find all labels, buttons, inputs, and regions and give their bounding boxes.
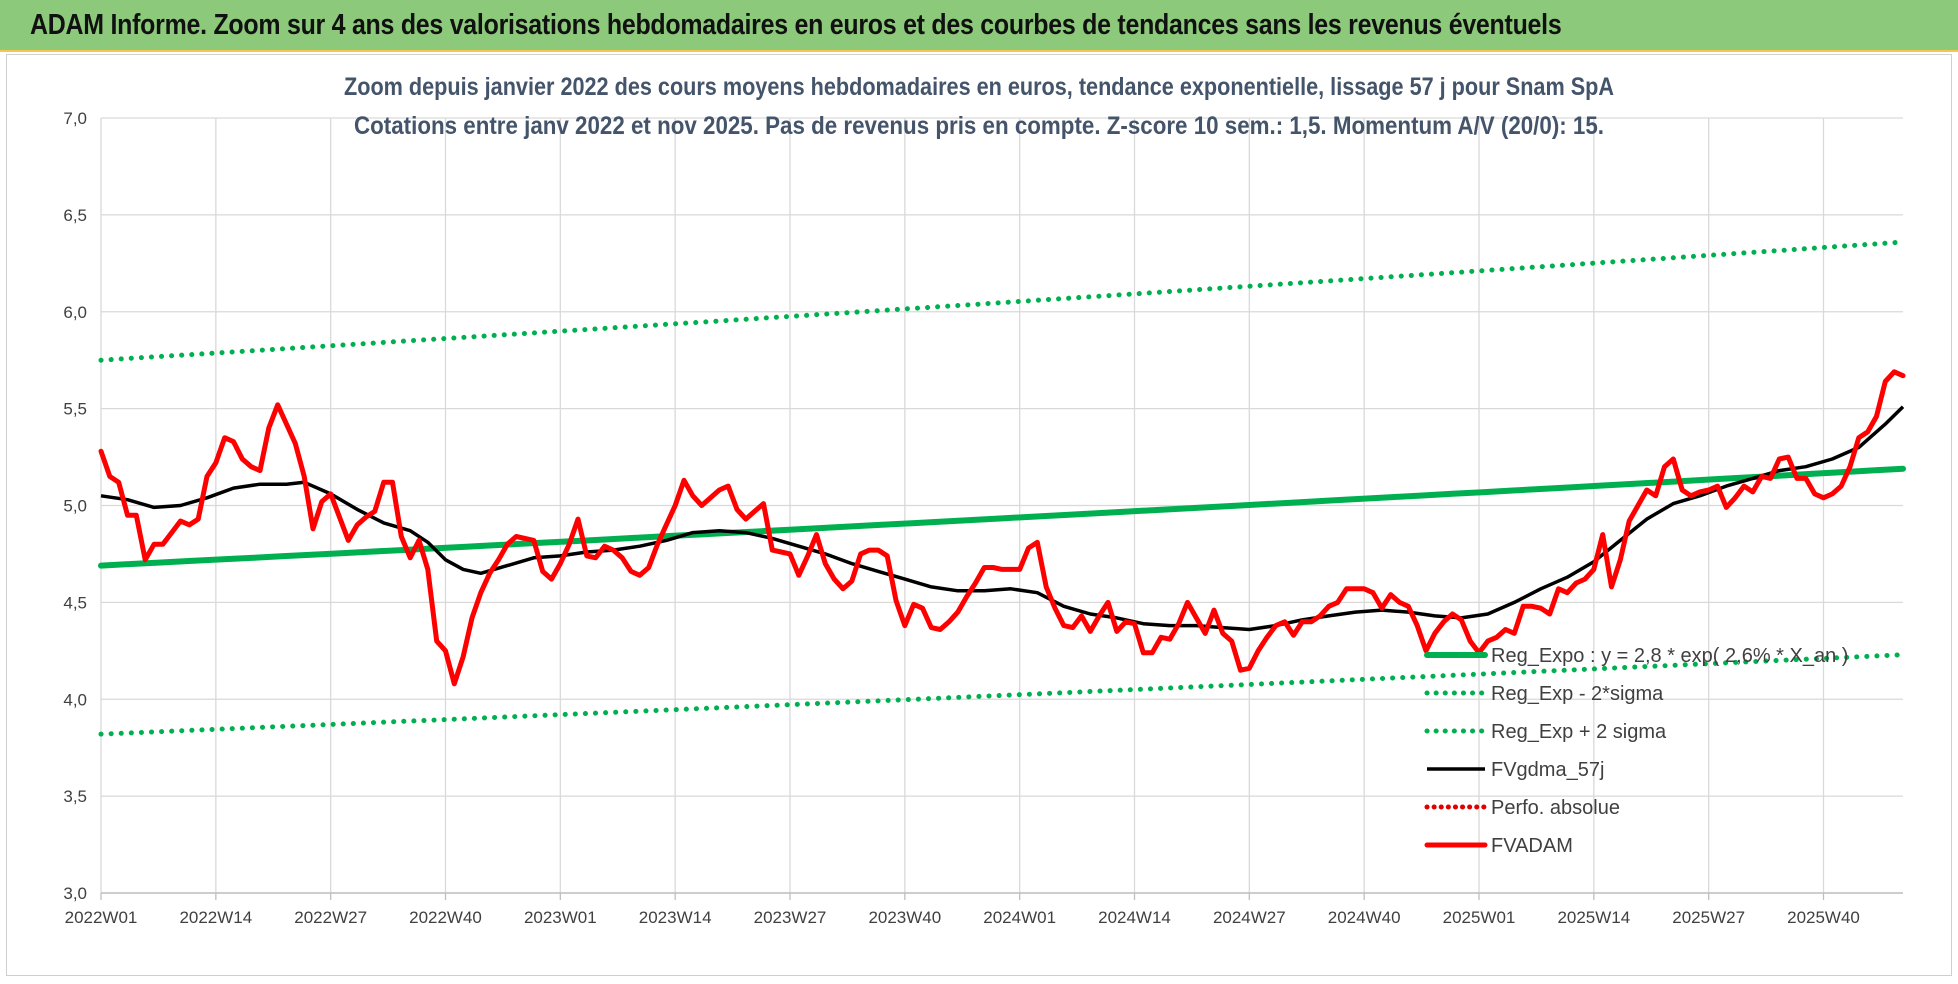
chart-frame: 3,0 3,5 4,0 4,5 5,0 5,5 6,0 6,5 7,0 2022W01 2022W… — [6, 54, 1952, 976]
x-tick-label: 2022W14 — [179, 908, 252, 927]
legend-label: Reg_Expo : y = 2,8 * exp( 2,6% * X_an ) — [1491, 645, 1848, 667]
x-tick-label: 2025W40 — [1787, 908, 1860, 927]
x-tick-label: 2023W01 — [524, 908, 597, 927]
y-tick-label: 3,5 — [63, 787, 87, 806]
x-tick-label: 2022W27 — [294, 908, 367, 927]
series-layer — [98, 239, 1906, 737]
x-tick-label: 2025W27 — [1672, 908, 1745, 927]
x-tick-label: 2023W14 — [639, 908, 712, 927]
x-tick-label: 2024W40 — [1328, 908, 1401, 927]
chart-subtitle: Zoom depuis janvier 2022 des cours moyen… — [344, 73, 1614, 140]
legend-label: Reg_Exp - 2*sigma — [1491, 683, 1664, 705]
y-tick-label: 4,5 — [63, 593, 87, 612]
x-tick-label: 2025W14 — [1557, 908, 1630, 927]
series-line-1 — [98, 652, 1906, 737]
x-tick-label: 2024W14 — [1098, 908, 1171, 927]
x-tick-label: 2024W27 — [1213, 908, 1286, 927]
x-tick-label: 2023W27 — [754, 908, 827, 927]
subtitle-line-2: Cotations entre janv 2022 et nov 2025. P… — [354, 112, 1604, 140]
series-line-2 — [98, 239, 1906, 363]
legend-item: Reg_Exp - 2*sigma — [1424, 683, 1664, 705]
y-tick-label: 6,0 — [63, 303, 87, 322]
y-axis-ticks: 3,0 3,5 4,0 4,5 5,0 5,5 6,0 6,5 7,0 — [63, 109, 87, 903]
y-tick-label: 5,0 — [63, 497, 87, 516]
series-line-5 — [98, 369, 1906, 687]
gridlines — [100, 117, 1903, 900]
x-tick-label: 2024W01 — [983, 908, 1056, 927]
x-tick-label: 2025W01 — [1443, 908, 1516, 927]
legend-item: Reg_Exp + 2 sigma — [1424, 721, 1667, 743]
line-chart: 3,03,54,04,55,05,56,06,57,0 2022W01 2022W… — [63, 73, 1906, 927]
legend-item: Perfo. absolue — [1424, 797, 1620, 819]
x-axis-ticks: 2022W01 2022W14 2022W27 2022W40 2023W01 2023W… — [65, 908, 1860, 927]
series-line-0 — [98, 465, 1906, 569]
x-tick-label: 2022W01 — [65, 908, 138, 927]
legend-label: FVgdma_57j — [1491, 759, 1604, 781]
y-tick-label: 3,0 — [63, 884, 87, 903]
legend-item: Reg_Expo : y = 2,8 * exp( 2,6% * X_an ) — [1424, 645, 1848, 667]
y-tick-label: 5,5 — [63, 400, 87, 419]
legend-item: FVgdma_57j — [1427, 759, 1604, 781]
y-tick-label: 6,5 — [63, 206, 87, 225]
chart-legend: Reg_Expo : y = 2,8 * exp( 2,6% * X_an ) R… — [1424, 645, 1848, 857]
y-tick-label: 4,0 — [63, 690, 87, 709]
x-tick-label: 2022W40 — [409, 908, 482, 927]
subtitle-line-1: Zoom depuis janvier 2022 des cours moyen… — [344, 73, 1614, 101]
report-title: ADAM Informe. Zoom sur 4 ans des valoris… — [30, 9, 1562, 41]
report-banner: ADAM Informe. Zoom sur 4 ans des valoris… — [0, 0, 1958, 52]
y-tick-label: 7,0 — [63, 109, 87, 128]
legend-label: Perfo. absolue — [1491, 797, 1620, 819]
legend-item: FVADAM — [1424, 835, 1573, 857]
legend-label: Reg_Exp + 2 sigma — [1491, 721, 1667, 743]
legend-label: FVADAM — [1491, 835, 1573, 857]
x-tick-label: 2023W40 — [868, 908, 941, 927]
